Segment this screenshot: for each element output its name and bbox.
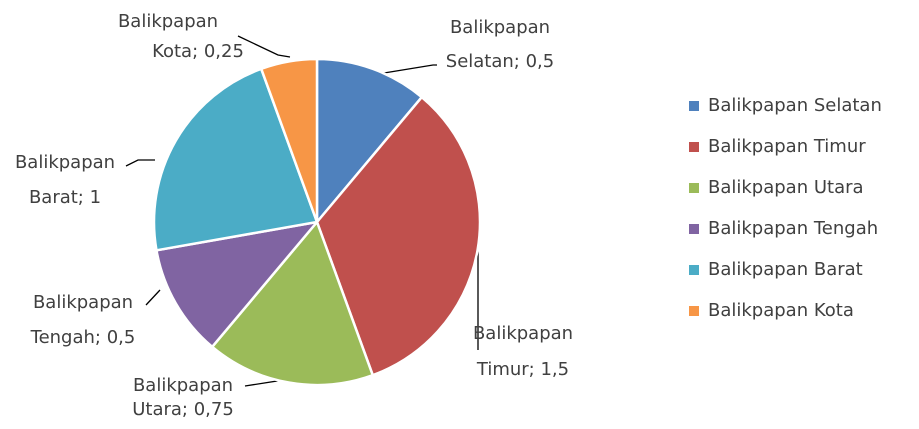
legend-label: Balikpapan Selatan xyxy=(708,95,882,116)
legend-label: Balikpapan Timur xyxy=(708,136,866,157)
legend-label: Balikpapan Kota xyxy=(708,300,854,321)
pie-slice xyxy=(152,67,319,252)
data-label: Timur; 1,5 xyxy=(476,359,569,380)
legend-swatch xyxy=(689,142,699,152)
legend-swatch xyxy=(689,224,699,234)
legend-swatch xyxy=(689,101,699,111)
data-label: Balikpapan xyxy=(133,375,233,396)
leader-line xyxy=(383,64,437,74)
legend-swatch xyxy=(689,183,699,193)
data-label: Barat; 1 xyxy=(29,187,101,208)
pie-slice xyxy=(155,220,321,349)
leader-line xyxy=(237,35,291,58)
legend-label: Balikpapan Utara xyxy=(708,177,864,198)
pie-slice xyxy=(210,219,375,387)
legend-label: Balikpapan Barat xyxy=(708,259,863,280)
data-label: Balikpapan xyxy=(473,323,573,344)
leader-line xyxy=(125,159,155,167)
data-label: Tengah; 0,5 xyxy=(30,327,136,348)
data-label: Balikpapan xyxy=(450,17,550,38)
data-label: Balikpapan xyxy=(15,152,115,173)
data-label: Kota; 0,25 xyxy=(152,41,244,62)
pie-slice xyxy=(315,95,482,377)
pie-slice xyxy=(259,57,319,223)
legend-swatch xyxy=(689,265,699,275)
data-label: Selatan; 0,5 xyxy=(446,51,554,72)
pie-slice xyxy=(315,57,424,226)
data-label: Utara; 0,75 xyxy=(132,399,234,420)
legend-swatch xyxy=(689,306,699,316)
data-label: Balikpapan xyxy=(118,11,218,32)
leader-line xyxy=(145,289,161,306)
legend-label: Balikpapan Tengah xyxy=(708,218,878,239)
data-label: Balikpapan xyxy=(33,292,133,313)
